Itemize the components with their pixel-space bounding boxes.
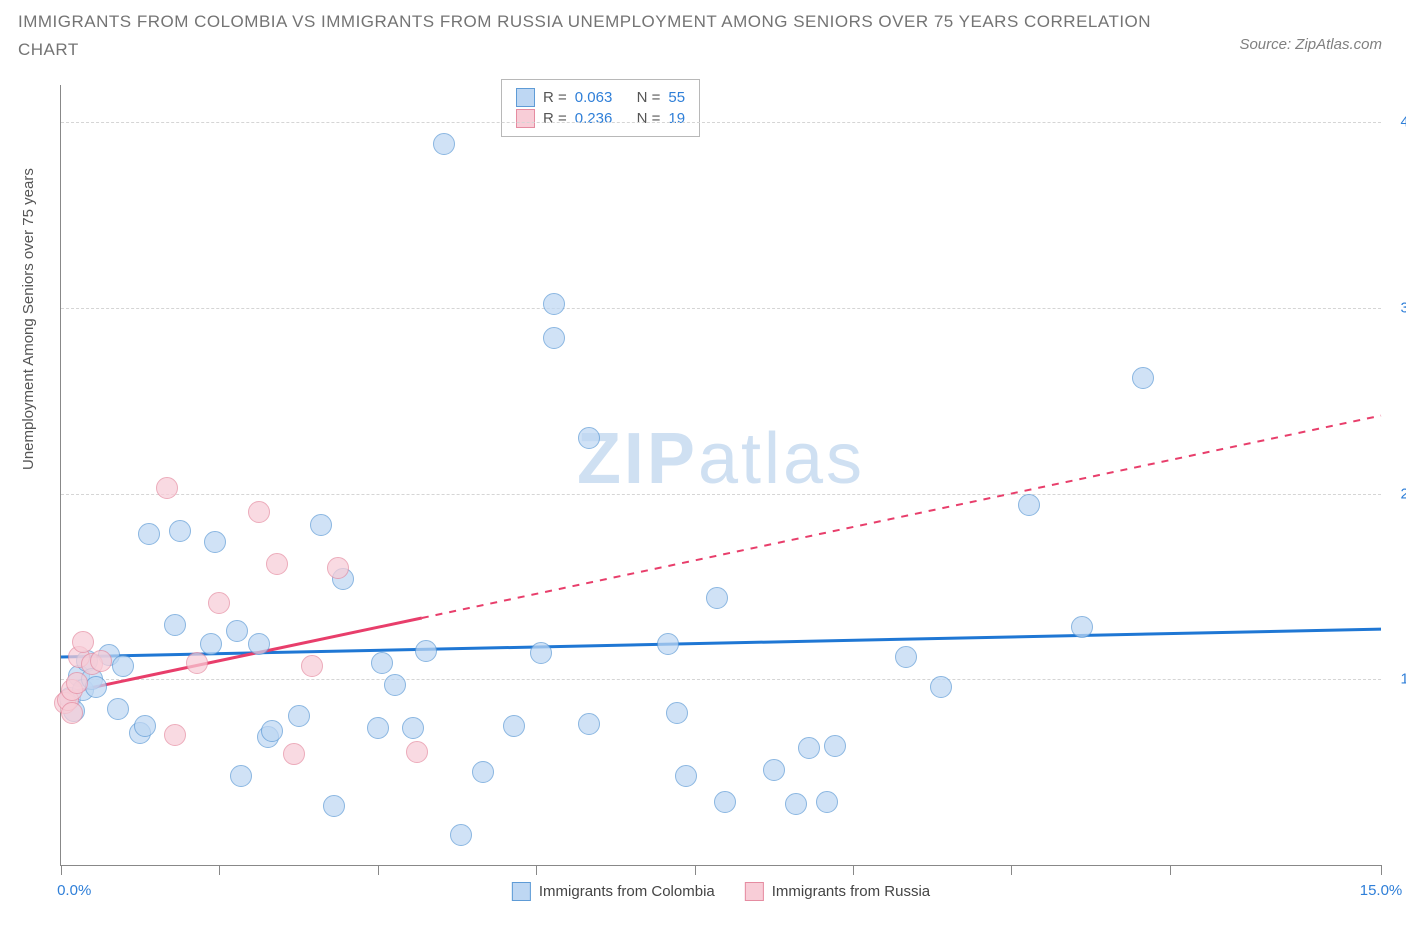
scatter-point xyxy=(90,650,112,672)
scatter-point xyxy=(371,652,393,674)
scatter-point xyxy=(107,698,129,720)
x-tick xyxy=(1170,865,1171,875)
scatter-point xyxy=(503,715,525,737)
legend-swatch-colombia xyxy=(512,882,531,901)
scatter-point xyxy=(824,735,846,757)
scatter-point xyxy=(1071,616,1093,638)
scatter-point xyxy=(112,655,134,677)
scatter-point xyxy=(415,640,437,662)
scatter-point xyxy=(706,587,728,609)
scatter-point xyxy=(61,702,83,724)
scatter-point xyxy=(204,531,226,553)
scatter-point xyxy=(785,793,807,815)
scatter-point xyxy=(1018,494,1040,516)
scatter-point xyxy=(138,523,160,545)
scatter-point xyxy=(402,717,424,739)
x-tick xyxy=(536,865,537,875)
scatter-point xyxy=(156,477,178,499)
scatter-point xyxy=(578,427,600,449)
y-axis-label: Unemployment Among Seniors over 75 years xyxy=(20,168,37,470)
scatter-point xyxy=(450,824,472,846)
scatter-point xyxy=(66,672,88,694)
scatter-point xyxy=(226,620,248,642)
scatter-point xyxy=(310,514,332,536)
plot-area: ZIPatlas R = 0.063 N = 55 R = 0.236 xyxy=(60,85,1381,866)
scatter-point xyxy=(261,720,283,742)
x-tick xyxy=(1011,865,1012,875)
x-tick xyxy=(695,865,696,875)
scatter-point xyxy=(85,676,107,698)
scatter-point xyxy=(930,676,952,698)
x-tick xyxy=(853,865,854,875)
scatter-point xyxy=(208,592,230,614)
scatter-point xyxy=(169,520,191,542)
scatter-point xyxy=(798,737,820,759)
scatter-point xyxy=(543,293,565,315)
y-tick-label: 40.0% xyxy=(1388,114,1406,131)
scatter-point xyxy=(433,133,455,155)
scatter-point xyxy=(266,553,288,575)
scatter-point xyxy=(164,614,186,636)
scatter-point xyxy=(327,557,349,579)
scatter-point xyxy=(714,791,736,813)
y-tick-label: 20.0% xyxy=(1388,485,1406,502)
scatter-point xyxy=(666,702,688,724)
scatter-point xyxy=(164,724,186,746)
x-tick xyxy=(61,865,62,875)
scatter-point xyxy=(895,646,917,668)
scatter-point xyxy=(578,713,600,735)
legend-series: Immigrants from Colombia Immigrants from… xyxy=(512,882,930,901)
scatter-point xyxy=(384,674,406,696)
scatter-point xyxy=(406,741,428,763)
legend-item-colombia: Immigrants from Colombia xyxy=(512,882,715,901)
scatter-point xyxy=(675,765,697,787)
x-tick-label: 15.0% xyxy=(1360,882,1403,899)
legend-swatch-russia xyxy=(745,882,764,901)
scatter-point xyxy=(248,633,270,655)
y-tick-label: 30.0% xyxy=(1388,299,1406,316)
trend-line-dashed xyxy=(422,416,1381,618)
scatter-point xyxy=(543,327,565,349)
source-label: Source: ZipAtlas.com xyxy=(1239,36,1382,53)
scatter-point xyxy=(301,655,323,677)
y-tick-label: 10.0% xyxy=(1388,671,1406,688)
scatter-point xyxy=(763,759,785,781)
scatter-point xyxy=(472,761,494,783)
scatter-point xyxy=(248,501,270,523)
scatter-point xyxy=(367,717,389,739)
x-tick xyxy=(219,865,220,875)
x-tick xyxy=(1381,865,1382,875)
scatter-point xyxy=(657,633,679,655)
scatter-point xyxy=(283,743,305,765)
legend-item-russia: Immigrants from Russia xyxy=(745,882,930,901)
scatter-point xyxy=(323,795,345,817)
scatter-point xyxy=(288,705,310,727)
chart-title: IMMIGRANTS FROM COLOMBIA VS IMMIGRANTS F… xyxy=(18,8,1168,64)
scatter-point xyxy=(1132,367,1154,389)
scatter-point xyxy=(530,642,552,664)
scatter-point xyxy=(230,765,252,787)
x-tick-label: 0.0% xyxy=(57,882,91,899)
scatter-point xyxy=(134,715,156,737)
trend-layer xyxy=(61,85,1381,865)
scatter-point xyxy=(186,652,208,674)
scatter-point xyxy=(200,633,222,655)
scatter-point xyxy=(816,791,838,813)
x-tick xyxy=(378,865,379,875)
scatter-point xyxy=(72,631,94,653)
